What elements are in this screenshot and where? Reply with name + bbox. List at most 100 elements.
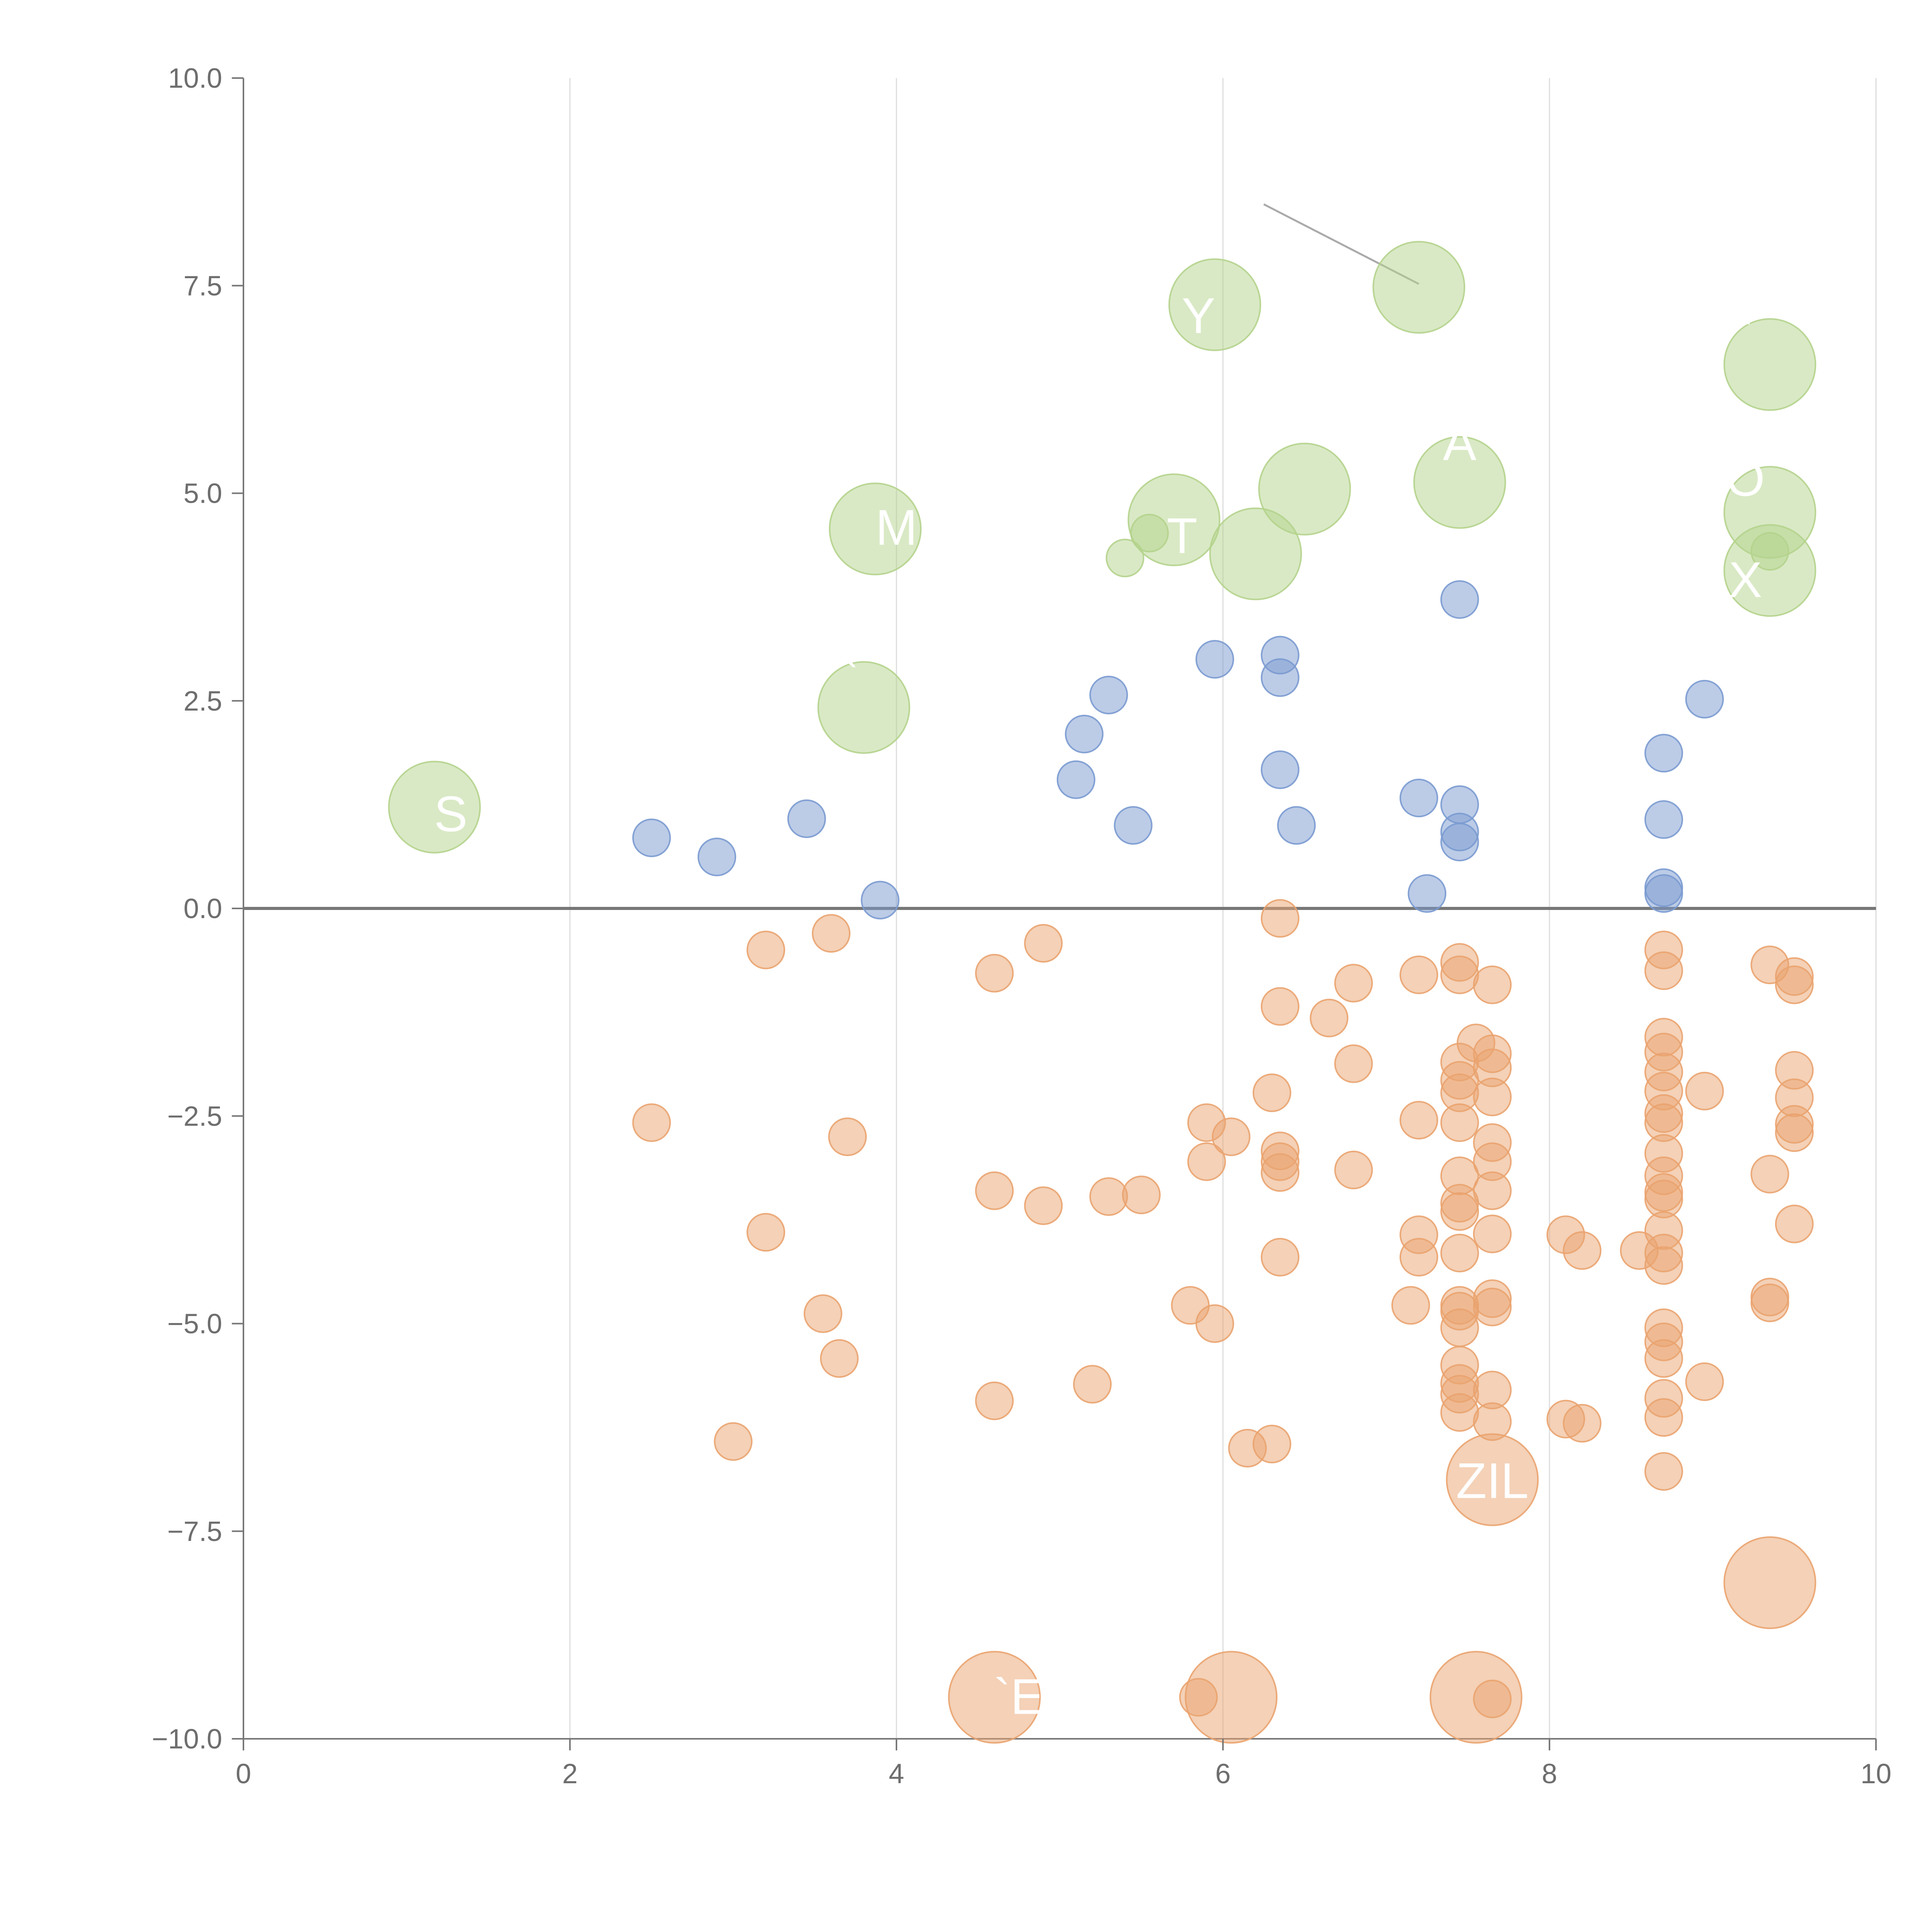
- data-point: [1413, 436, 1506, 529]
- data-point: [1334, 1044, 1373, 1083]
- data-point: [1185, 1651, 1278, 1744]
- point-label: Y: [1182, 287, 1215, 344]
- data-point: [1260, 1238, 1299, 1277]
- data-point: [1114, 806, 1153, 845]
- x-tick-label: 4: [889, 1759, 904, 1789]
- data-point: [1277, 806, 1316, 845]
- point-label: `: [842, 651, 859, 707]
- data-point: [1400, 1238, 1438, 1277]
- data-point: [1644, 800, 1683, 839]
- data-point: [747, 1213, 785, 1252]
- y-tick-label: 0.0: [184, 893, 222, 924]
- data-point: [1440, 1192, 1479, 1231]
- data-point: [1260, 750, 1299, 789]
- data-point: [747, 930, 785, 969]
- data-point: [714, 1422, 753, 1461]
- data-point: [817, 661, 910, 754]
- data-point: [1122, 1175, 1161, 1214]
- data-point: [1440, 1233, 1479, 1272]
- data-point: [1334, 1150, 1373, 1189]
- data-point: [1644, 874, 1683, 913]
- y-tick-label: −2.5: [167, 1101, 222, 1132]
- x-tick-label: 6: [1215, 1759, 1231, 1789]
- data-point: [388, 760, 481, 854]
- data-point: [1563, 1231, 1602, 1270]
- data-point: [1187, 1142, 1226, 1181]
- data-point: [1105, 539, 1145, 578]
- data-point: [1310, 998, 1349, 1037]
- data-point: [1440, 1308, 1479, 1347]
- point-label: A: [1443, 415, 1476, 471]
- data-point: [1446, 1433, 1539, 1526]
- x-tick-label: 0: [236, 1759, 251, 1789]
- data-point: [1056, 760, 1095, 799]
- data-point: [1089, 1177, 1128, 1216]
- data-point: [975, 954, 1014, 993]
- data-point: [1685, 1362, 1724, 1401]
- data-point: [803, 1294, 842, 1333]
- point-label: `: [1737, 308, 1753, 364]
- data-point: [1775, 965, 1814, 1004]
- data-point: [1775, 1113, 1814, 1152]
- data-point: [1473, 965, 1512, 1004]
- point-label: T: [1167, 507, 1197, 564]
- data-point: [861, 881, 900, 920]
- data-point: [1644, 1246, 1683, 1285]
- data-point: [1260, 899, 1299, 938]
- data-point: [632, 818, 671, 857]
- y-tick-label: 7.5: [184, 270, 222, 301]
- point-label: M: [876, 499, 917, 556]
- data-point: [787, 799, 826, 838]
- data-point: [1685, 1071, 1724, 1111]
- data-point: [975, 1381, 1014, 1420]
- data-point: [1024, 924, 1063, 963]
- data-point: [1400, 779, 1438, 818]
- point-label: X: [1729, 551, 1762, 608]
- labels-layer: S ` M Y T A ` OX ZIL `E: [434, 287, 1765, 1725]
- data-point: [1644, 734, 1683, 773]
- data-point: [1400, 955, 1438, 994]
- x-tick-label: 8: [1542, 1759, 1557, 1789]
- axis-layer: [243, 78, 1876, 1740]
- y-tick-label: 10.0: [168, 63, 222, 94]
- x-tick-label: 2: [562, 1759, 578, 1789]
- y-tick-label: −5.0: [167, 1309, 222, 1340]
- data-point: [1065, 714, 1104, 753]
- point-label: `E: [994, 1668, 1044, 1725]
- data-point: [1260, 987, 1299, 1026]
- data-point: [1168, 258, 1261, 351]
- data-point: [1440, 1393, 1479, 1432]
- y-tick-label: 5.0: [184, 478, 222, 509]
- data-point: [1334, 964, 1373, 1003]
- x-tick-label: 10: [1861, 1759, 1891, 1789]
- data-point: [1440, 955, 1479, 994]
- data-point: [1750, 1155, 1789, 1194]
- data-point: [1775, 1204, 1814, 1243]
- data-point: [1644, 1398, 1683, 1437]
- data-point: [632, 1103, 671, 1142]
- data-point: [829, 482, 922, 575]
- data-point: [1473, 1214, 1512, 1253]
- data-point: [1563, 1404, 1602, 1443]
- point-label: ZIL: [1456, 1452, 1529, 1509]
- data-point: [812, 914, 850, 953]
- data-point: [1473, 1171, 1512, 1210]
- data-point: [820, 1339, 859, 1378]
- data-point: [1209, 507, 1302, 600]
- data-point: [1073, 1365, 1112, 1404]
- y-tick-label: 2.5: [184, 686, 222, 717]
- data-point: [1400, 1100, 1438, 1139]
- data-point: [975, 1171, 1014, 1210]
- data-point: [1408, 874, 1447, 913]
- y-tick-label: −7.5: [167, 1516, 222, 1547]
- data-point: [828, 1117, 867, 1156]
- y-tick-label: −10.0: [152, 1724, 222, 1755]
- points-layer: [388, 241, 1816, 1744]
- data-point: [1195, 1304, 1234, 1343]
- data-point: [1440, 1103, 1479, 1142]
- data-point: [1723, 1536, 1816, 1629]
- data-point: [1440, 580, 1479, 619]
- data-point: [1440, 823, 1479, 862]
